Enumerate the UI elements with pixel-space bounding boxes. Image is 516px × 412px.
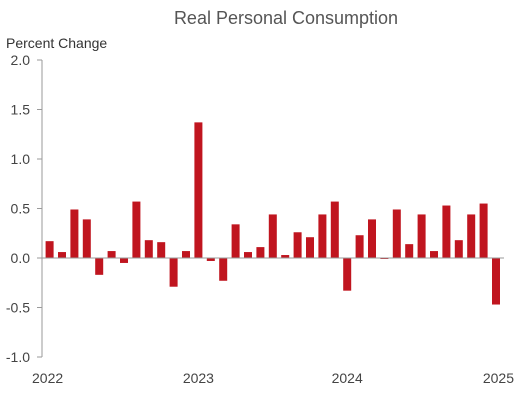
bar-2024-08 <box>430 251 438 258</box>
bar-2024-05 <box>392 209 401 258</box>
y-tick-label: -0.5 <box>6 300 30 316</box>
bar-2024-02 <box>355 235 364 258</box>
x-axis-ticks: 2022 2023 2024 2025 <box>32 370 514 386</box>
bar-2023-01 <box>194 122 203 259</box>
x-tick-label: 2022 <box>32 370 63 386</box>
bar-2023-02 <box>206 258 215 261</box>
bars <box>45 122 500 305</box>
bar-2022-07 <box>120 258 128 263</box>
bar-2023-08 <box>281 255 290 258</box>
x-tick-label: 2023 <box>183 370 214 386</box>
y-axis-ticks: 2.0 1.5 1.0 0.5 0.0 -0.5 -1.0 <box>6 52 42 365</box>
y-tick-label: -1.0 <box>6 349 30 365</box>
bar-2023-03 <box>219 258 228 281</box>
x-tick-label: 2025 <box>483 370 514 386</box>
bar-2023-04 <box>231 224 240 258</box>
bar-2024-07 <box>417 214 426 258</box>
bar-2023-05 <box>244 252 252 258</box>
y-tick-label: 2.0 <box>11 52 31 68</box>
bar-2023-09 <box>293 232 302 258</box>
y-tick-label: 0.5 <box>11 201 31 217</box>
bar-2023-11 <box>318 214 327 258</box>
bar-2024-09 <box>442 205 451 258</box>
bar-2022-04 <box>82 219 91 258</box>
y-tick-label: 1.0 <box>11 151 31 167</box>
bar-2023-06 <box>256 247 265 258</box>
bar-2024-10 <box>454 240 463 258</box>
bar-2022-09 <box>144 240 153 258</box>
y-tick-label: 0.0 <box>11 250 31 266</box>
bar-2022-10 <box>157 242 166 258</box>
bar-2022-06 <box>107 251 116 258</box>
bar-2022-01 <box>45 241 54 258</box>
bar-2023-07 <box>268 214 277 258</box>
bar-2022-11 <box>169 258 178 287</box>
y-axis-label: Percent Change <box>6 35 107 51</box>
bar-2024-06 <box>405 244 414 258</box>
bar-2024-12 <box>479 203 488 258</box>
bar-2022-08 <box>132 201 141 258</box>
bar-2024-03 <box>368 219 376 258</box>
chart-title: Real Personal Consumption <box>174 8 398 28</box>
bar-2022-02 <box>58 252 66 258</box>
bar-2025-01 <box>492 258 500 305</box>
bar-2023-10 <box>306 237 314 258</box>
bar-2022-05 <box>95 258 104 275</box>
bar-2024-01 <box>343 258 352 291</box>
y-tick-label: 1.5 <box>11 102 31 118</box>
bar-2022-03 <box>70 209 79 258</box>
bar-2023-12 <box>330 201 339 258</box>
x-tick-label: 2024 <box>332 370 363 386</box>
bar-2024-11 <box>467 214 476 258</box>
bar-2022-12 <box>182 251 190 258</box>
